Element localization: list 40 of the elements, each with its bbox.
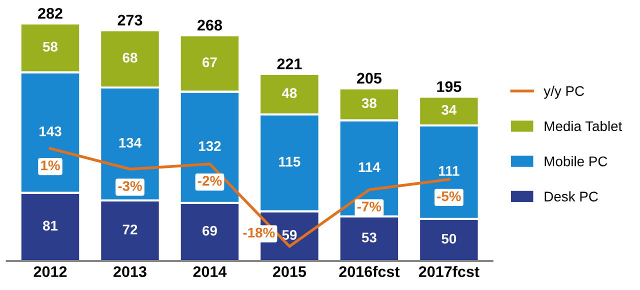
data-label: -5% <box>437 191 461 202</box>
data-label: 53 <box>362 232 376 242</box>
legend-label: Mobile PC <box>544 156 608 166</box>
total-label: 268 <box>198 20 222 31</box>
data-label: 134 <box>119 138 142 148</box>
legend-label: Media Tablet <box>544 120 622 132</box>
data-label: -2% <box>198 176 222 186</box>
x-tick-label: 2014 <box>193 266 227 278</box>
total-label: 221 <box>277 58 302 70</box>
x-tick-label: 2017fcst <box>418 266 480 278</box>
data-label: -18% <box>243 228 275 238</box>
data-label: 50 <box>442 234 456 244</box>
x-tick-label: 2013 <box>114 266 146 278</box>
x-tick-label: 2016fcst <box>339 266 400 278</box>
data-label: 143 <box>40 126 62 136</box>
data-label: -7% <box>357 202 382 212</box>
legend-label: Desk PC <box>544 191 598 202</box>
data-label: 58 <box>42 42 58 52</box>
total-label: 205 <box>356 72 382 84</box>
data-label: 1% <box>41 160 60 170</box>
data-label: 34 <box>442 104 457 115</box>
data-label: -3% <box>118 181 142 191</box>
data-label: 38 <box>362 98 377 108</box>
data-label: 59 <box>282 230 297 240</box>
data-label: 72 <box>122 224 138 234</box>
total-label: 282 <box>38 8 62 19</box>
data-label: 48 <box>282 88 297 98</box>
data-label: 115 <box>279 156 300 167</box>
total-label: 273 <box>118 14 142 26</box>
x-tick-label: 2012 <box>34 266 67 278</box>
total-label: 195 <box>437 81 462 92</box>
data-label: 132 <box>199 141 221 152</box>
legend-label: y/y PC <box>544 86 584 99</box>
data-label: 68 <box>122 52 138 63</box>
data-label: 67 <box>202 57 217 68</box>
data-label: 69 <box>202 226 217 236</box>
data-label: 114 <box>358 162 380 172</box>
data-label: 81 <box>42 220 58 231</box>
x-tick-label: 2015 <box>273 266 306 278</box>
data-label: 111 <box>438 166 460 176</box>
